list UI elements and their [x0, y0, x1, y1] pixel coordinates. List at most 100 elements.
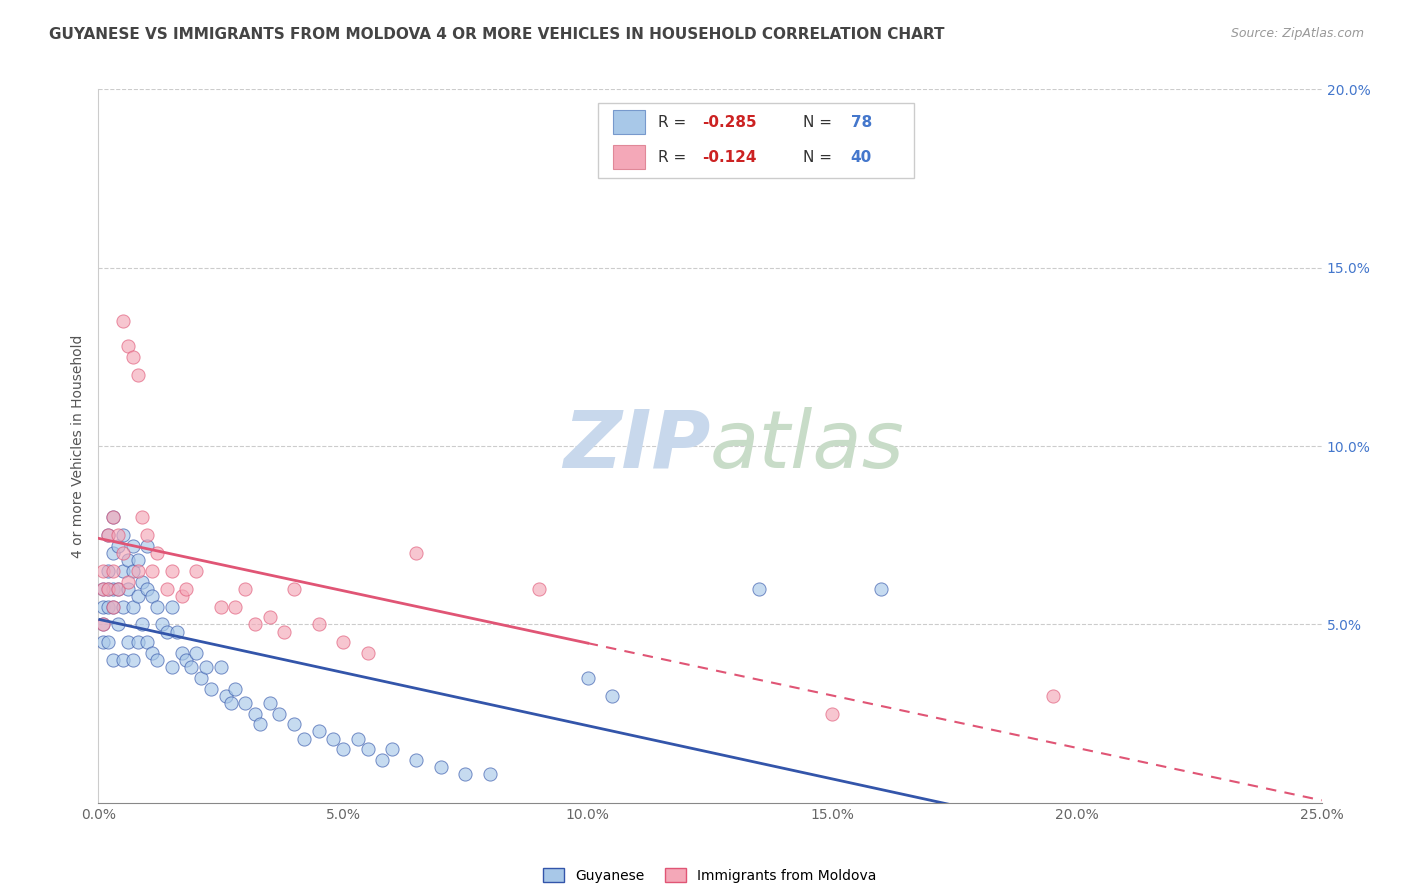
Text: 40: 40 [851, 150, 872, 165]
Point [117, 582, 139, 596]
Point [259, 696, 281, 710]
Point [91, 582, 114, 596]
Point [292, 731, 315, 746]
Point [146, 653, 169, 667]
Point [127, 368, 149, 382]
FancyBboxPatch shape [598, 103, 914, 178]
Point [91, 599, 114, 614]
Point [269, 706, 291, 721]
Point [259, 610, 281, 624]
Point [136, 528, 159, 542]
Point [180, 660, 202, 674]
Point [101, 546, 124, 560]
Point [478, 767, 501, 781]
Point [527, 582, 550, 596]
Point [332, 742, 354, 756]
Point [156, 624, 179, 639]
Point [91, 617, 114, 632]
Point [224, 599, 246, 614]
Point [101, 653, 124, 667]
Point [97, 582, 120, 596]
Point [91, 582, 114, 596]
Point [107, 539, 129, 553]
Point [209, 660, 232, 674]
Point [101, 564, 124, 578]
Point [190, 671, 212, 685]
Point [186, 646, 208, 660]
Point [111, 653, 134, 667]
Text: ZIP: ZIP [562, 407, 710, 485]
Point [97, 564, 120, 578]
Point [249, 717, 271, 731]
Point [131, 510, 153, 524]
Point [224, 681, 246, 696]
Point [243, 706, 266, 721]
Point [166, 624, 188, 639]
Point [214, 689, 236, 703]
Point [141, 589, 163, 603]
Y-axis label: 4 or more Vehicles in Household: 4 or more Vehicles in Household [72, 334, 86, 558]
Point [121, 350, 143, 364]
Point [97, 599, 120, 614]
Bar [613, 145, 645, 169]
Point [233, 582, 256, 596]
Point [101, 599, 124, 614]
Point [200, 681, 222, 696]
Point [111, 314, 134, 328]
Text: -0.285: -0.285 [702, 115, 756, 130]
Point [356, 646, 378, 660]
Point [97, 528, 120, 542]
Point [121, 564, 143, 578]
Point [117, 635, 139, 649]
Point [101, 510, 124, 524]
Point [97, 635, 120, 649]
Point [131, 617, 153, 632]
Point [160, 564, 183, 578]
Point [101, 599, 124, 614]
Point [870, 582, 893, 596]
Point [91, 564, 114, 578]
Point [405, 753, 427, 767]
Point [117, 339, 139, 353]
Point [308, 724, 330, 739]
Point [233, 696, 256, 710]
Text: R =: R = [658, 150, 690, 165]
Point [146, 599, 169, 614]
Point [454, 767, 477, 781]
Point [136, 582, 159, 596]
Point [160, 599, 183, 614]
Point [91, 635, 114, 649]
Point [186, 564, 208, 578]
Point [121, 599, 143, 614]
Point [111, 564, 134, 578]
Point [283, 582, 305, 596]
Point [136, 539, 159, 553]
Text: R =: R = [658, 115, 690, 130]
Point [97, 582, 120, 596]
Point [356, 742, 378, 756]
Text: 78: 78 [851, 115, 872, 130]
Point [146, 546, 169, 560]
Point [117, 553, 139, 567]
Text: atlas: atlas [710, 407, 905, 485]
Text: N =: N = [803, 150, 837, 165]
Text: Source: ZipAtlas.com: Source: ZipAtlas.com [1230, 27, 1364, 40]
Point [600, 689, 623, 703]
Point [101, 510, 124, 524]
Point [111, 528, 134, 542]
Point [219, 696, 242, 710]
Point [121, 539, 143, 553]
Point [111, 546, 134, 560]
Point [346, 731, 368, 746]
Point [576, 671, 599, 685]
Point [748, 582, 770, 596]
Point [150, 617, 173, 632]
Point [430, 760, 453, 774]
Point [107, 617, 129, 632]
Point [131, 574, 153, 589]
Point [121, 653, 143, 667]
Text: -0.124: -0.124 [702, 150, 756, 165]
Point [127, 589, 149, 603]
Point [156, 582, 179, 596]
Text: N =: N = [803, 115, 837, 130]
